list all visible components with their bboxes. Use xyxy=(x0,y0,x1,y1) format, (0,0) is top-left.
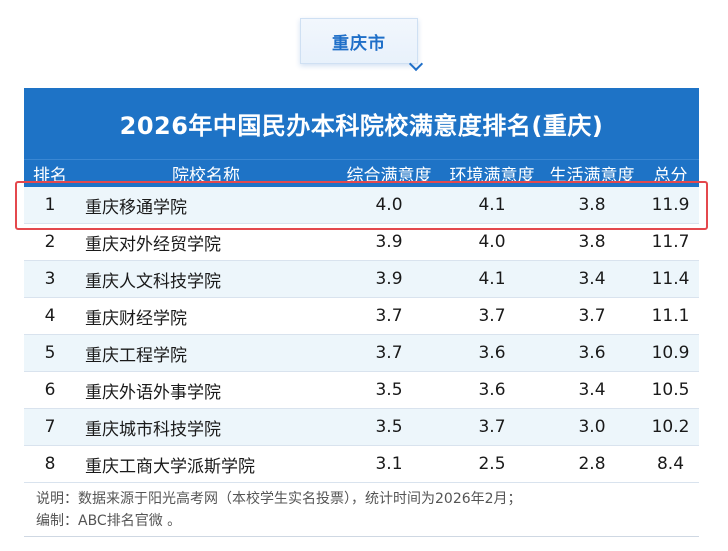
cell-rank: 1 xyxy=(44,195,56,215)
table-row: 8 重庆工商大学派斯学院 3.1 2.5 2.8 8.4 xyxy=(24,446,699,483)
cell-name: 重庆城市科技学院 xyxy=(85,419,221,440)
cell-environment: 3.6 xyxy=(478,380,506,400)
table-body: 1 重庆移通学院 4.0 4.1 3.8 11.9 2 重庆对外经贸学院 3.9 4.0 3.8 11… xyxy=(24,187,699,483)
table-row: 6 重庆外语外事学院 3.5 3.6 3.4 10.5 xyxy=(24,372,699,409)
cell-name: 重庆财经学院 xyxy=(85,308,187,329)
cell-life: 3.6 xyxy=(578,343,606,363)
cell-environment: 4.0 xyxy=(478,232,506,252)
cell-overall: 3.1 xyxy=(375,454,403,474)
table-row: 4 重庆财经学院 3.7 3.7 3.7 11.1 xyxy=(24,298,699,335)
cell-rank: 5 xyxy=(44,343,56,363)
table-row: 2 重庆对外经贸学院 3.9 4.0 3.8 11.7 xyxy=(24,224,699,261)
cell-environment: 4.1 xyxy=(478,195,506,215)
cell-overall: 3.5 xyxy=(375,417,403,437)
cell-total: 10.2 xyxy=(651,417,690,437)
cell-rank: 4 xyxy=(44,306,56,326)
cell-environment: 3.6 xyxy=(478,343,506,363)
cell-overall: 4.0 xyxy=(375,195,403,215)
table-title: 2026年中国民办本科院校满意度排名(重庆) xyxy=(24,88,699,159)
cell-name: 重庆移通学院 xyxy=(85,197,187,218)
cell-environment: 3.7 xyxy=(478,417,506,437)
cell-rank: 3 xyxy=(44,269,56,289)
tag-corner-decoration xyxy=(408,56,424,72)
footnotes: 说明：数据来源于阳光高考网（本校学生实名投票），统计时间为2026年2月； 编制… xyxy=(36,488,522,532)
table-row: 1 重庆移通学院 4.0 4.1 3.8 11.9 xyxy=(24,187,699,224)
region-tag: 重庆市 xyxy=(300,10,424,72)
cell-life: 3.8 xyxy=(578,232,606,252)
cell-environment: 3.7 xyxy=(478,306,506,326)
cell-name: 重庆人文科技学院 xyxy=(85,271,221,292)
bottom-divider xyxy=(24,536,699,537)
table-row: 7 重庆城市科技学院 3.5 3.7 3.0 10.2 xyxy=(24,409,699,446)
cell-overall: 3.9 xyxy=(375,232,403,252)
cell-total: 10.9 xyxy=(651,343,690,363)
cell-overall: 3.7 xyxy=(375,343,403,363)
cell-life: 3.7 xyxy=(578,306,606,326)
cell-rank: 8 xyxy=(44,454,56,474)
footnote-source: 说明：数据来源于阳光高考网（本校学生实名投票），统计时间为2026年2月； xyxy=(36,491,522,507)
table-row: 3 重庆人文科技学院 3.9 4.1 3.4 11.4 xyxy=(24,261,699,298)
cell-name: 重庆工商大学派斯学院 xyxy=(85,456,255,477)
cell-name: 重庆对外经贸学院 xyxy=(85,234,221,255)
top-row-highlight xyxy=(15,181,708,230)
cell-overall: 3.5 xyxy=(375,380,403,400)
region-tag-box: 重庆市 xyxy=(300,18,424,72)
ranking-table: 2026年中国民办本科院校满意度排名(重庆) 排名 院校名称 综合满意度 环境满… xyxy=(24,88,699,483)
cell-life: 3.8 xyxy=(578,195,606,215)
cell-life: 2.8 xyxy=(578,454,606,474)
cell-life: 3.0 xyxy=(578,417,606,437)
cell-name: 重庆外语外事学院 xyxy=(85,382,221,403)
cell-total: 11.4 xyxy=(651,269,690,289)
cell-life: 3.4 xyxy=(578,380,606,400)
cell-environment: 4.1 xyxy=(478,269,506,289)
cell-rank: 6 xyxy=(44,380,56,400)
cell-total: 10.5 xyxy=(651,380,690,400)
cell-life: 3.4 xyxy=(578,269,606,289)
cell-name: 重庆工程学院 xyxy=(85,345,187,366)
cell-overall: 3.7 xyxy=(375,306,403,326)
cell-rank: 2 xyxy=(44,232,56,252)
cell-rank: 7 xyxy=(44,417,56,437)
cell-overall: 3.9 xyxy=(375,269,403,289)
cell-total: 11.9 xyxy=(651,195,690,215)
cell-total: 8.4 xyxy=(656,454,685,474)
footnote-compiler: 编制：ABC排名官微 。 xyxy=(36,513,182,529)
cell-total: 11.7 xyxy=(651,232,690,252)
table-row: 5 重庆工程学院 3.7 3.6 3.6 10.9 xyxy=(24,335,699,372)
region-tag-label: 重庆市 xyxy=(332,33,386,54)
cell-total: 11.1 xyxy=(651,306,690,326)
cell-environment: 2.5 xyxy=(478,454,506,474)
